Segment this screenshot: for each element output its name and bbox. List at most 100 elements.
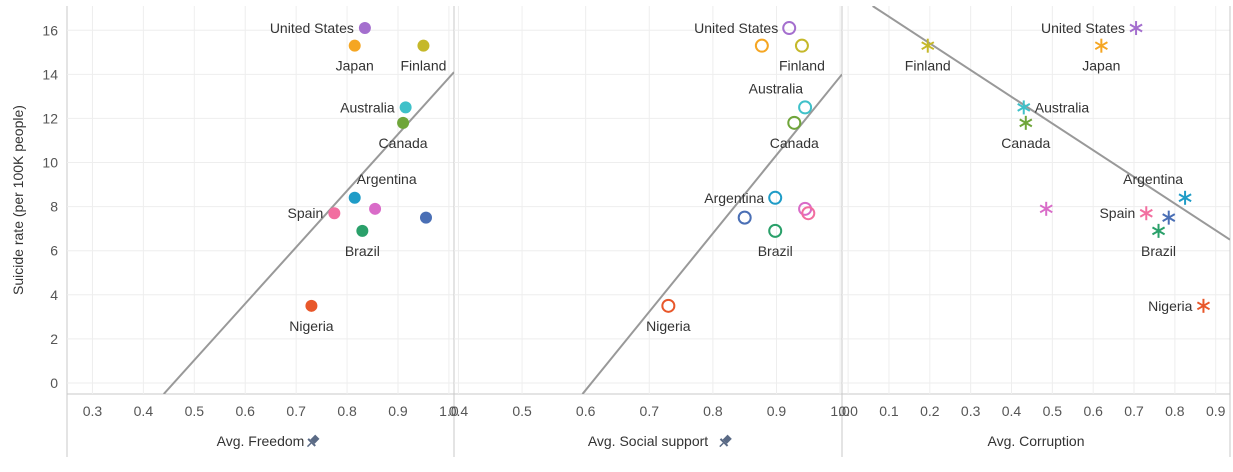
x-axis-title: Avg. Corruption [987, 433, 1084, 449]
pin-icon[interactable] [716, 433, 733, 450]
point-nigeria[interactable] [305, 299, 318, 312]
point-unlabeled-a[interactable] [419, 211, 432, 224]
y-tick-label: 4 [50, 287, 58, 303]
panel-corruption: 0.0 0.1 0.2 0.3 0.4 0.5 0.6 0.7 0.8 0.9 Avg. Corru… [838, 6, 1231, 457]
point-brazil[interactable] [1151, 223, 1166, 238]
x-tick-label: 0.8 [337, 403, 357, 419]
panel-social-support: 0.4 0.5 0.6 0.7 0.8 0.9 1.0 Avg. Social support… [449, 6, 850, 457]
data-label-finland: Finland [905, 58, 951, 74]
data-label-canada: Canada [1001, 135, 1050, 151]
y-tick-label: 6 [50, 243, 58, 259]
point-spain[interactable] [801, 206, 816, 221]
data-label-australia: Australia [1035, 99, 1090, 115]
data-label-brazil: Brazil [345, 243, 380, 259]
point-spain[interactable] [328, 207, 341, 220]
point-brazil[interactable] [768, 223, 783, 238]
y-tick-label: 16 [42, 22, 58, 38]
point-brazil[interactable] [356, 224, 369, 237]
data-label-finland: Finland [779, 58, 825, 74]
data-label-brazil: Brazil [1141, 243, 1176, 259]
data-label-spain: Spain [1099, 205, 1135, 221]
y-tick-label: 2 [50, 331, 58, 347]
point-canada[interactable] [397, 116, 410, 129]
pin-icon[interactable] [304, 433, 321, 450]
point-finland[interactable] [417, 39, 430, 52]
x-tick-label: 0.1 [879, 403, 899, 419]
x-tick-label: 0.4 [1002, 403, 1022, 419]
x-tick-label: 0.3 [83, 403, 103, 419]
point-canada[interactable] [787, 115, 802, 130]
data-label-nigeria: Nigeria [1148, 298, 1193, 314]
data-label-united-states: United States [694, 20, 778, 36]
point-finland[interactable] [794, 38, 809, 53]
point-unlabeled-a[interactable] [1162, 210, 1176, 225]
point-japan[interactable] [348, 39, 361, 52]
point-nigeria[interactable] [661, 298, 676, 313]
x-tick-label: 0.6 [576, 403, 596, 419]
x-tick-label: 1.0 [830, 403, 850, 419]
y-tick-label: 14 [42, 66, 58, 82]
x-axis-title: Avg. Social support [588, 433, 708, 449]
x-tick-label: 0.5 [512, 403, 532, 419]
y-tick-label: 0 [50, 375, 58, 391]
x-tick-label: 0.6 [1083, 403, 1103, 419]
point-australia[interactable] [1017, 100, 1031, 115]
x-tick-label: 0.2 [920, 403, 940, 419]
x-tick-label: 0.5 [1043, 403, 1063, 419]
y-tick-label: 10 [42, 155, 58, 171]
point-australia[interactable] [798, 100, 813, 115]
data-label-australia: Australia [340, 99, 395, 115]
data-label-argentina: Argentina [704, 190, 764, 206]
data-label-japan: Japan [1082, 58, 1120, 74]
data-label-argentina: Argentina [357, 171, 417, 187]
data-label-argentina: Argentina [1123, 171, 1183, 187]
x-tick-label: 0.6 [235, 403, 255, 419]
data-label-canada: Canada [770, 135, 819, 151]
x-tick-label: 0.3 [961, 403, 981, 419]
trend-line [581, 73, 842, 394]
data-label-united-states: United States [270, 20, 354, 36]
point-unlabeled-b[interactable] [1039, 201, 1053, 216]
point-unlabeled-b[interactable] [369, 202, 382, 215]
point-canada[interactable] [1019, 115, 1033, 130]
x-tick-label: 0.5 [185, 403, 205, 419]
x-tick-label: 0.7 [286, 403, 306, 419]
x-tick-label: 0.7 [640, 403, 660, 419]
trend-line [872, 6, 1230, 241]
data-label-united-states: United States [1041, 20, 1125, 36]
point-finland[interactable] [921, 38, 935, 53]
x-tick-label: 0.0 [838, 403, 858, 419]
point-unlabeled-a[interactable] [737, 210, 752, 225]
x-tick-label: 0.4 [449, 403, 469, 419]
x-tick-label: 0.8 [703, 403, 723, 419]
data-label-nigeria: Nigeria [646, 318, 691, 334]
x-tick-label: 0.7 [1124, 403, 1144, 419]
data-label-nigeria: Nigeria [289, 318, 334, 334]
x-tick-label: 0.9 [388, 403, 408, 419]
point-japan[interactable] [754, 38, 769, 53]
point-argentina[interactable] [348, 191, 361, 204]
point-australia[interactable] [399, 101, 412, 114]
trend-line [163, 71, 454, 394]
data-label-canada: Canada [379, 135, 428, 151]
data-label-australia: Australia [749, 80, 804, 96]
y-axis-title: Suicide rate (per 100K people) [10, 105, 26, 295]
point-argentina[interactable] [768, 190, 783, 205]
x-tick-label: 0.8 [1165, 403, 1185, 419]
point-united-states[interactable] [782, 21, 797, 36]
point-united-states[interactable] [1129, 21, 1143, 36]
panel-freedom: 0.3 0.4 0.5 0.6 0.7 0.8 0.9 1.0 Avg. Freedom Unit… [67, 6, 459, 457]
point-nigeria[interactable] [1196, 298, 1211, 313]
x-tick-label: 0.9 [767, 403, 787, 419]
point-argentina[interactable] [1178, 190, 1192, 205]
y-tick-label: 12 [42, 110, 58, 126]
data-label-finland: Finland [400, 58, 446, 74]
x-tick-label: 0.9 [1206, 403, 1226, 419]
x-axis-title: Avg. Freedom [217, 433, 305, 449]
point-united-states[interactable] [358, 22, 371, 35]
data-label-japan: Japan [336, 58, 374, 74]
x-tick-label: 0.4 [134, 403, 154, 419]
point-japan[interactable] [1094, 38, 1108, 53]
point-spain[interactable] [1139, 206, 1153, 221]
